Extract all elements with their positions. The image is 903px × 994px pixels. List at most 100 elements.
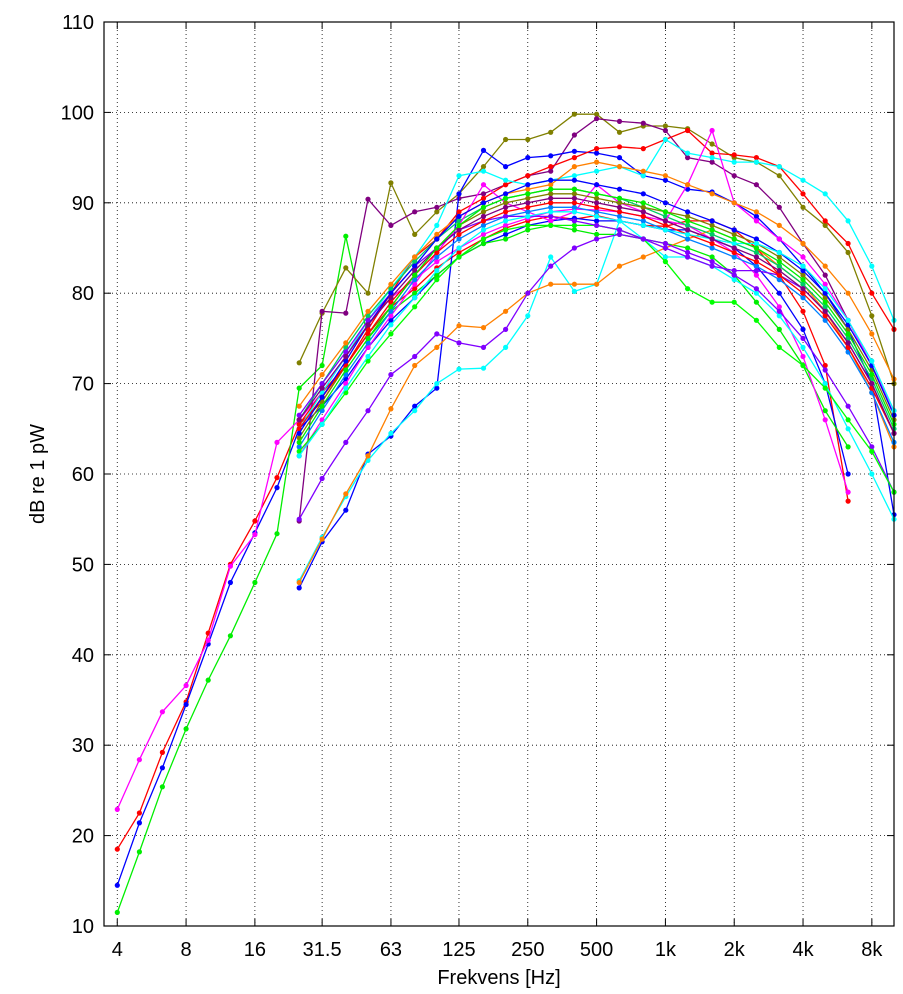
data-point	[159, 749, 165, 756]
data-point	[822, 299, 828, 305]
series-group	[114, 111, 897, 916]
data-point	[845, 471, 851, 477]
data-point	[869, 448, 875, 454]
data-point	[709, 150, 715, 156]
x-axis-label: Frekvens [Hz]	[437, 967, 560, 989]
data-point	[753, 159, 760, 165]
data-point	[731, 159, 737, 165]
data-point	[412, 353, 418, 360]
data-point	[343, 340, 349, 346]
data-point	[571, 177, 578, 183]
data-point	[869, 331, 875, 337]
data-point	[709, 218, 715, 224]
data-point	[800, 272, 806, 278]
data-point	[388, 313, 394, 319]
data-point	[503, 231, 509, 237]
data-point	[319, 417, 325, 423]
data-point	[456, 191, 462, 197]
data-point	[776, 259, 782, 265]
data-point	[662, 222, 669, 228]
data-point	[640, 218, 646, 224]
data-point	[800, 177, 806, 183]
data-point	[548, 263, 554, 269]
data-point	[709, 159, 715, 165]
data-point	[869, 263, 875, 269]
data-point	[616, 204, 623, 210]
x-tick-label: 16	[244, 939, 266, 961]
data-point	[845, 317, 851, 323]
data-point	[822, 313, 828, 319]
data-point	[731, 249, 737, 256]
data-point	[685, 231, 691, 237]
data-point	[296, 360, 302, 366]
data-point	[753, 299, 760, 305]
data-point	[434, 385, 440, 391]
data-point	[800, 263, 806, 269]
data-point	[296, 385, 302, 391]
data-point	[822, 286, 828, 292]
data-point	[388, 281, 394, 287]
data-point	[753, 317, 760, 323]
data-point	[709, 299, 715, 305]
data-point	[319, 372, 325, 378]
data-point	[594, 150, 600, 156]
data-point	[456, 231, 462, 237]
data-point	[136, 810, 142, 816]
data-point	[616, 227, 623, 233]
data-point	[548, 204, 554, 210]
data-point	[159, 709, 165, 715]
data-point	[388, 372, 394, 378]
data-point	[503, 326, 509, 332]
data-point	[412, 281, 418, 287]
data-point	[709, 227, 715, 233]
y-tick-label: 30	[72, 735, 94, 757]
data-point	[343, 310, 349, 316]
data-point	[753, 254, 760, 260]
data-point	[503, 182, 509, 188]
partial-series-17	[296, 209, 897, 459]
data-point	[412, 231, 418, 237]
data-point	[114, 882, 120, 888]
data-point	[434, 236, 440, 242]
data-point	[776, 173, 782, 179]
data-point	[822, 304, 828, 310]
data-point	[525, 182, 531, 188]
data-point	[412, 403, 418, 409]
data-point	[434, 277, 440, 283]
data-point	[503, 344, 509, 350]
data-point	[800, 290, 806, 296]
data-point	[800, 254, 806, 260]
data-point	[412, 272, 418, 278]
data-point	[845, 498, 851, 504]
data-point	[662, 227, 669, 233]
data-point	[845, 444, 851, 450]
data-point	[640, 254, 646, 260]
data-point	[685, 227, 691, 233]
data-point	[845, 249, 851, 256]
data-point	[662, 127, 669, 134]
data-point	[296, 403, 302, 409]
data-point	[731, 152, 737, 158]
y-tick-label: 20	[72, 826, 94, 848]
data-point	[571, 155, 578, 161]
data-point	[731, 231, 737, 237]
x-tick-label: 250	[511, 939, 544, 961]
data-point	[343, 372, 349, 378]
x-tick-label: 500	[580, 939, 613, 961]
data-point	[616, 195, 623, 201]
data-point	[388, 406, 394, 412]
data-point	[548, 200, 554, 206]
data-point	[571, 204, 578, 210]
data-point	[685, 213, 691, 219]
data-point	[709, 263, 715, 269]
data-point	[388, 290, 394, 296]
data-point	[776, 304, 782, 310]
data-point	[388, 304, 394, 310]
data-point	[548, 222, 554, 228]
data-point	[183, 701, 189, 708]
data-point	[640, 168, 646, 174]
data-point	[640, 209, 646, 215]
data-point	[548, 164, 554, 170]
data-point	[227, 579, 233, 586]
data-point	[753, 240, 760, 247]
